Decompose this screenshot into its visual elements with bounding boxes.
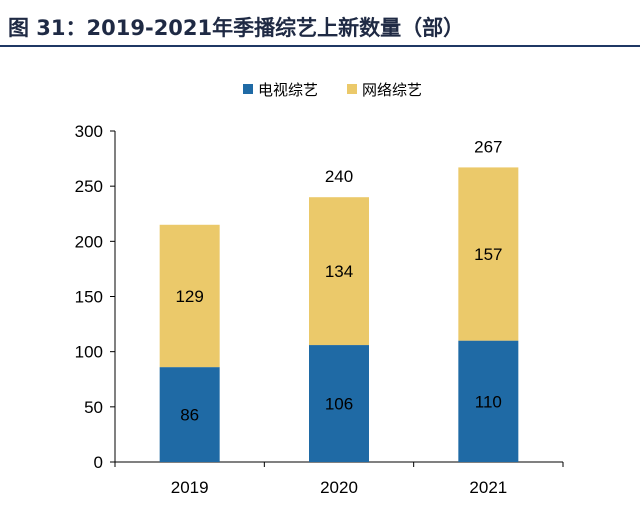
chart-title: 图 31：2019-2021年季播综艺上新数量（部）	[8, 16, 465, 40]
y-tick-label: 100	[75, 343, 103, 362]
data-labels: 86 129 106 134 240 110 157 267	[175, 137, 502, 424]
bar-segment-web-2019	[159, 224, 220, 368]
y-tick-label: 300	[75, 122, 103, 141]
y-tick-label: 50	[84, 398, 103, 417]
legend-swatch	[347, 84, 357, 94]
legend: 电视综艺 网络综艺	[243, 81, 422, 99]
segment-value-label: 110	[475, 392, 502, 411]
y-axis: 0 50 100 150 200 250 300	[75, 122, 116, 472]
bar-segment-tv-2021	[458, 340, 519, 462]
y-tick-label: 250	[75, 177, 103, 196]
segment-value-label: 134	[325, 262, 353, 281]
y-tick-label: 200	[75, 232, 103, 251]
x-tick-label: 2019	[171, 478, 209, 497]
bar-segment-web-2020	[309, 197, 369, 346]
y-tick-label: 0	[94, 453, 103, 472]
bar-segment-web-2021	[458, 167, 519, 341]
segment-value-label: 106	[325, 395, 353, 414]
bar-segment-tv-2020	[309, 345, 369, 462]
y-tick-label: 150	[75, 288, 103, 307]
legend-swatch	[243, 84, 253, 94]
legend-label: 网络综艺	[362, 81, 422, 99]
segment-value-label: 86	[180, 406, 199, 425]
segment-value-label: 129	[175, 287, 203, 306]
legend-label: 电视综艺	[258, 81, 318, 99]
segment-value-label: 157	[474, 245, 502, 264]
x-tick-label: 2021	[469, 478, 507, 497]
bar-segment-tv-2019	[159, 367, 220, 462]
title-divider	[0, 45, 640, 47]
x-axis: 2019 2020 2021	[114, 461, 564, 497]
bars	[159, 167, 519, 462]
total-value-label: 267	[474, 137, 502, 156]
total-value-label: 240	[325, 167, 353, 186]
x-tick-label: 2020	[320, 478, 358, 497]
